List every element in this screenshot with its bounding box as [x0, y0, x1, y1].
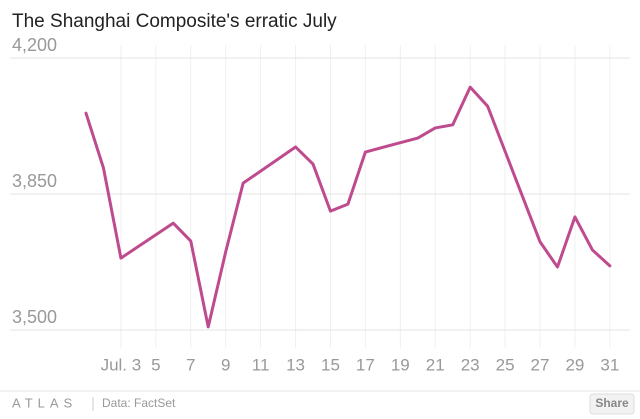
y-tick-label: 3,500 — [12, 307, 57, 327]
x-tick-label: 29 — [565, 355, 584, 374]
price-line — [84, 85, 612, 329]
share-button[interactable] — [589, 393, 635, 415]
x-tick-label: Jul. 3 — [101, 355, 142, 374]
x-tick-label: 5 — [151, 355, 160, 374]
y-tick-label: 3,850 — [12, 171, 57, 191]
x-tick-label: 25 — [496, 355, 515, 374]
x-tick-label: 11 — [252, 355, 270, 374]
x-tick-label: 15 — [321, 355, 340, 374]
logo: ATLAS — [12, 395, 77, 410]
x-tick-label: 13 — [286, 355, 305, 374]
chart-title: The Shanghai Composite's erratic July — [12, 11, 337, 32]
x-tick-label: 21 — [426, 355, 445, 374]
x-tick-label: 17 — [356, 355, 375, 374]
x-tick-label: 9 — [221, 355, 230, 374]
share-label[interactable]: Share — [595, 396, 629, 410]
x-tick-label: 31 — [600, 355, 619, 374]
x-tick-label: 23 — [461, 355, 480, 374]
x-tick-label: 19 — [391, 355, 410, 374]
y-tick-label: 4,200 — [12, 35, 57, 55]
x-tick-label: 27 — [531, 355, 550, 374]
source: Data: FactSet — [102, 396, 176, 410]
x-tick-label: 7 — [186, 355, 195, 374]
